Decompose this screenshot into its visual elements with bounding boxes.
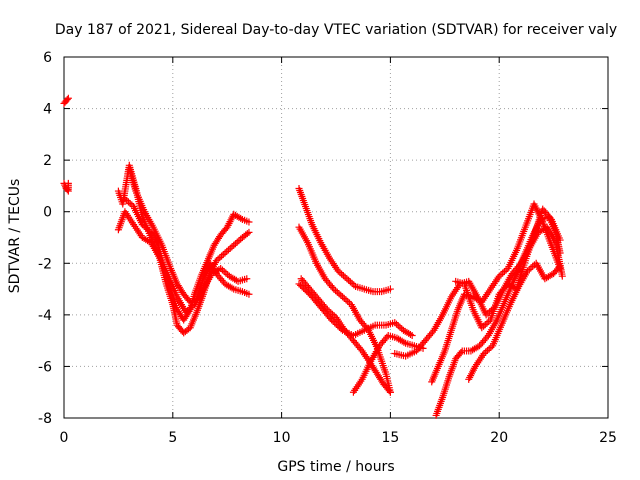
series-arc-2 — [60, 179, 72, 195]
data-point — [295, 280, 303, 288]
y-tick-label: 6 — [43, 50, 52, 66]
y-tick-label: 0 — [43, 205, 52, 221]
data-point — [245, 218, 253, 226]
data-point — [64, 179, 72, 187]
x-tick-label: 25 — [599, 430, 617, 446]
data-point — [243, 230, 251, 238]
data-point — [483, 333, 491, 341]
data-point — [556, 236, 564, 244]
data-marks — [60, 94, 566, 419]
tick-labels: 0 5 10 15 20 25 -8 -6 -4 -2 0 2 4 6 — [38, 50, 617, 446]
data-point — [297, 281, 305, 289]
data-point — [329, 317, 337, 325]
data-point — [331, 319, 339, 327]
series-arc-10 — [295, 280, 416, 339]
data-point — [555, 263, 563, 271]
data-point — [303, 287, 311, 295]
data-point — [334, 322, 342, 330]
data-point — [556, 249, 564, 257]
x-tick-label: 5 — [168, 430, 177, 446]
y-tick-label: -6 — [38, 359, 52, 375]
y-tick-label: -8 — [38, 411, 52, 427]
y-tick-label: -2 — [38, 256, 52, 272]
data-point — [385, 387, 393, 395]
data-point — [301, 286, 309, 294]
series-arc-13 — [428, 200, 564, 386]
series-arc-6 — [125, 164, 253, 306]
series-arc-1 — [60, 94, 72, 107]
y-tick-label: -4 — [38, 308, 52, 324]
data-point — [556, 262, 564, 270]
data-point — [298, 283, 306, 291]
data-point — [63, 96, 71, 104]
series-arc-16 — [465, 259, 564, 383]
data-point — [457, 349, 465, 357]
series-arc-8 — [295, 223, 394, 396]
data-point — [332, 320, 340, 328]
y-tick-label: 2 — [43, 153, 52, 169]
data-point — [337, 325, 345, 333]
data-point — [243, 275, 251, 283]
data-point — [335, 323, 343, 331]
x-tick-label: 10 — [273, 430, 291, 446]
data-point — [185, 307, 193, 315]
data-point — [558, 272, 566, 280]
data-point — [245, 228, 253, 236]
chart-title: Day 187 of 2021, Sidereal Day-to-day VTE… — [55, 22, 617, 38]
data-point — [546, 214, 554, 222]
data-point — [245, 290, 253, 298]
y-tick-label: 4 — [43, 102, 52, 118]
x-tick-label: 15 — [381, 430, 399, 446]
x-tick-label: 0 — [60, 430, 69, 446]
series-arc-7 — [295, 185, 394, 296]
data-point — [328, 283, 336, 291]
axis-ticks — [63, 56, 609, 419]
x-axis-label: GPS time / hours — [277, 459, 394, 475]
data-point — [386, 388, 394, 396]
data-point — [64, 94, 72, 102]
data-point — [357, 345, 365, 353]
y-axis-label: SDTVAR / TECUs — [7, 179, 23, 294]
plot-frame — [63, 56, 609, 419]
data-point — [328, 316, 336, 324]
x-tick-label: 20 — [490, 430, 508, 446]
data-point — [300, 284, 308, 292]
data-point — [408, 331, 416, 339]
series-arc-4 — [114, 208, 253, 337]
data-point — [428, 328, 436, 336]
data-point — [386, 285, 394, 293]
